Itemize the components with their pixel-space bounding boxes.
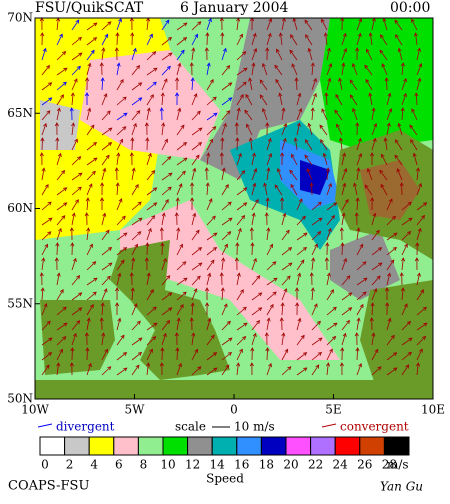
legend: divergent scale 10 m/s convergent [38,420,409,434]
colorbar-label: 24 [333,458,349,472]
convergent-arrow [322,424,336,427]
colorbar-label: 18 [259,458,274,472]
colorbar-label: 6 [115,458,123,472]
colorbar-box [163,437,188,455]
author: Yan Gu [380,480,423,494]
colorbar-label: 2 [66,458,74,472]
colorbar-box [237,437,262,455]
colorbar-box [335,437,360,455]
colorbar-label: 4 [90,458,98,472]
colorbar-unit: m/s [387,458,409,472]
colorbar-label: 12 [185,458,200,472]
colorbar-label: 10 [160,458,175,472]
colorbar-box [261,437,286,455]
colorbar-box [40,437,65,455]
y-tick-label: 50N [7,392,33,406]
colorbar-box [311,437,336,455]
x-tick-label: 5W [125,403,146,417]
legend-convergent: convergent [340,420,409,434]
y-tick-label: 70N [7,11,33,25]
colorbar-box [89,437,114,455]
wind-arrow [252,243,253,255]
colorbar-label: 0 [41,458,49,472]
wind-arrow [42,138,43,150]
colorbar-title: Speed [206,472,244,486]
y-tick-label: 55N [7,296,33,310]
wind-arrow [117,33,118,45]
y-tick-label: 60N [7,201,33,215]
colorbar-box [286,437,311,455]
colorbar-label: 8 [140,458,148,472]
wind-arrow [177,348,178,360]
map [35,18,433,399]
colorbar-label: 22 [308,458,323,472]
time: 00:00 [390,0,430,16]
title: FSU/QuikSCAT [35,0,144,16]
colorbar-label: 16 [234,458,249,472]
colorbar-box [65,437,90,455]
credit: COAPS-FSU [8,479,89,494]
colorbar-box [360,437,385,455]
y-tick-label: 65N [7,106,33,120]
wind-arrow [386,78,387,90]
colorbar-box [384,437,409,455]
date: 6 January 2004 [180,0,288,16]
legend-scale: scale [175,420,206,434]
legend-divergent: divergent [56,420,115,434]
wind-arrow [311,183,312,195]
legend-scale-value: 10 m/s [234,420,275,434]
colorbar-box [212,437,237,455]
colorbar-label: 14 [210,458,226,472]
colorbar-label: 20 [283,458,298,472]
colorbar-box [188,437,213,455]
x-tick-label: 0 [230,403,238,417]
colorbar-box [114,437,139,455]
x-tick-label: 5E [325,403,341,417]
x-tick-label: 10E [421,403,445,417]
colorbar-label: 26 [357,458,372,472]
divergent-arrow [38,424,52,427]
wind-arrow [267,348,268,360]
wind-arrow [342,243,343,255]
colorbar-box [138,437,163,455]
